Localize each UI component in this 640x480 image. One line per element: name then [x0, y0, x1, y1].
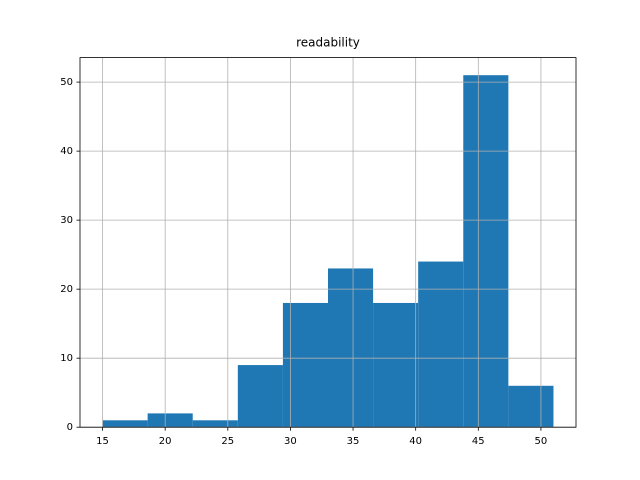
y-tick-label: 40 — [60, 146, 73, 157]
x-tick-label: 50 — [535, 436, 548, 447]
x-tick-label: 25 — [221, 436, 234, 447]
bar — [373, 302, 419, 428]
x-tick-label: 35 — [347, 436, 360, 447]
x-tick-label: 20 — [159, 436, 172, 447]
y-tick-label: 30 — [60, 215, 73, 226]
chart-title: readability — [296, 36, 360, 50]
x-tick-label: 15 — [96, 436, 109, 447]
bar — [147, 413, 193, 428]
y-tick-label: 10 — [60, 353, 73, 364]
bar — [418, 261, 464, 428]
bar — [328, 268, 374, 428]
y-tick-label: 0 — [67, 422, 73, 433]
bar — [463, 75, 509, 428]
x-tick-label: 30 — [284, 436, 297, 447]
plot-frame — [79, 57, 577, 428]
x-tick-label: 40 — [409, 436, 422, 447]
bar — [102, 420, 148, 428]
bar — [508, 385, 554, 428]
y-tick-label: 50 — [60, 77, 73, 88]
bar — [282, 302, 328, 428]
x-tick-label: 45 — [472, 436, 485, 447]
y-tick-label: 20 — [60, 284, 73, 295]
bar — [192, 420, 238, 428]
bar — [237, 365, 283, 428]
